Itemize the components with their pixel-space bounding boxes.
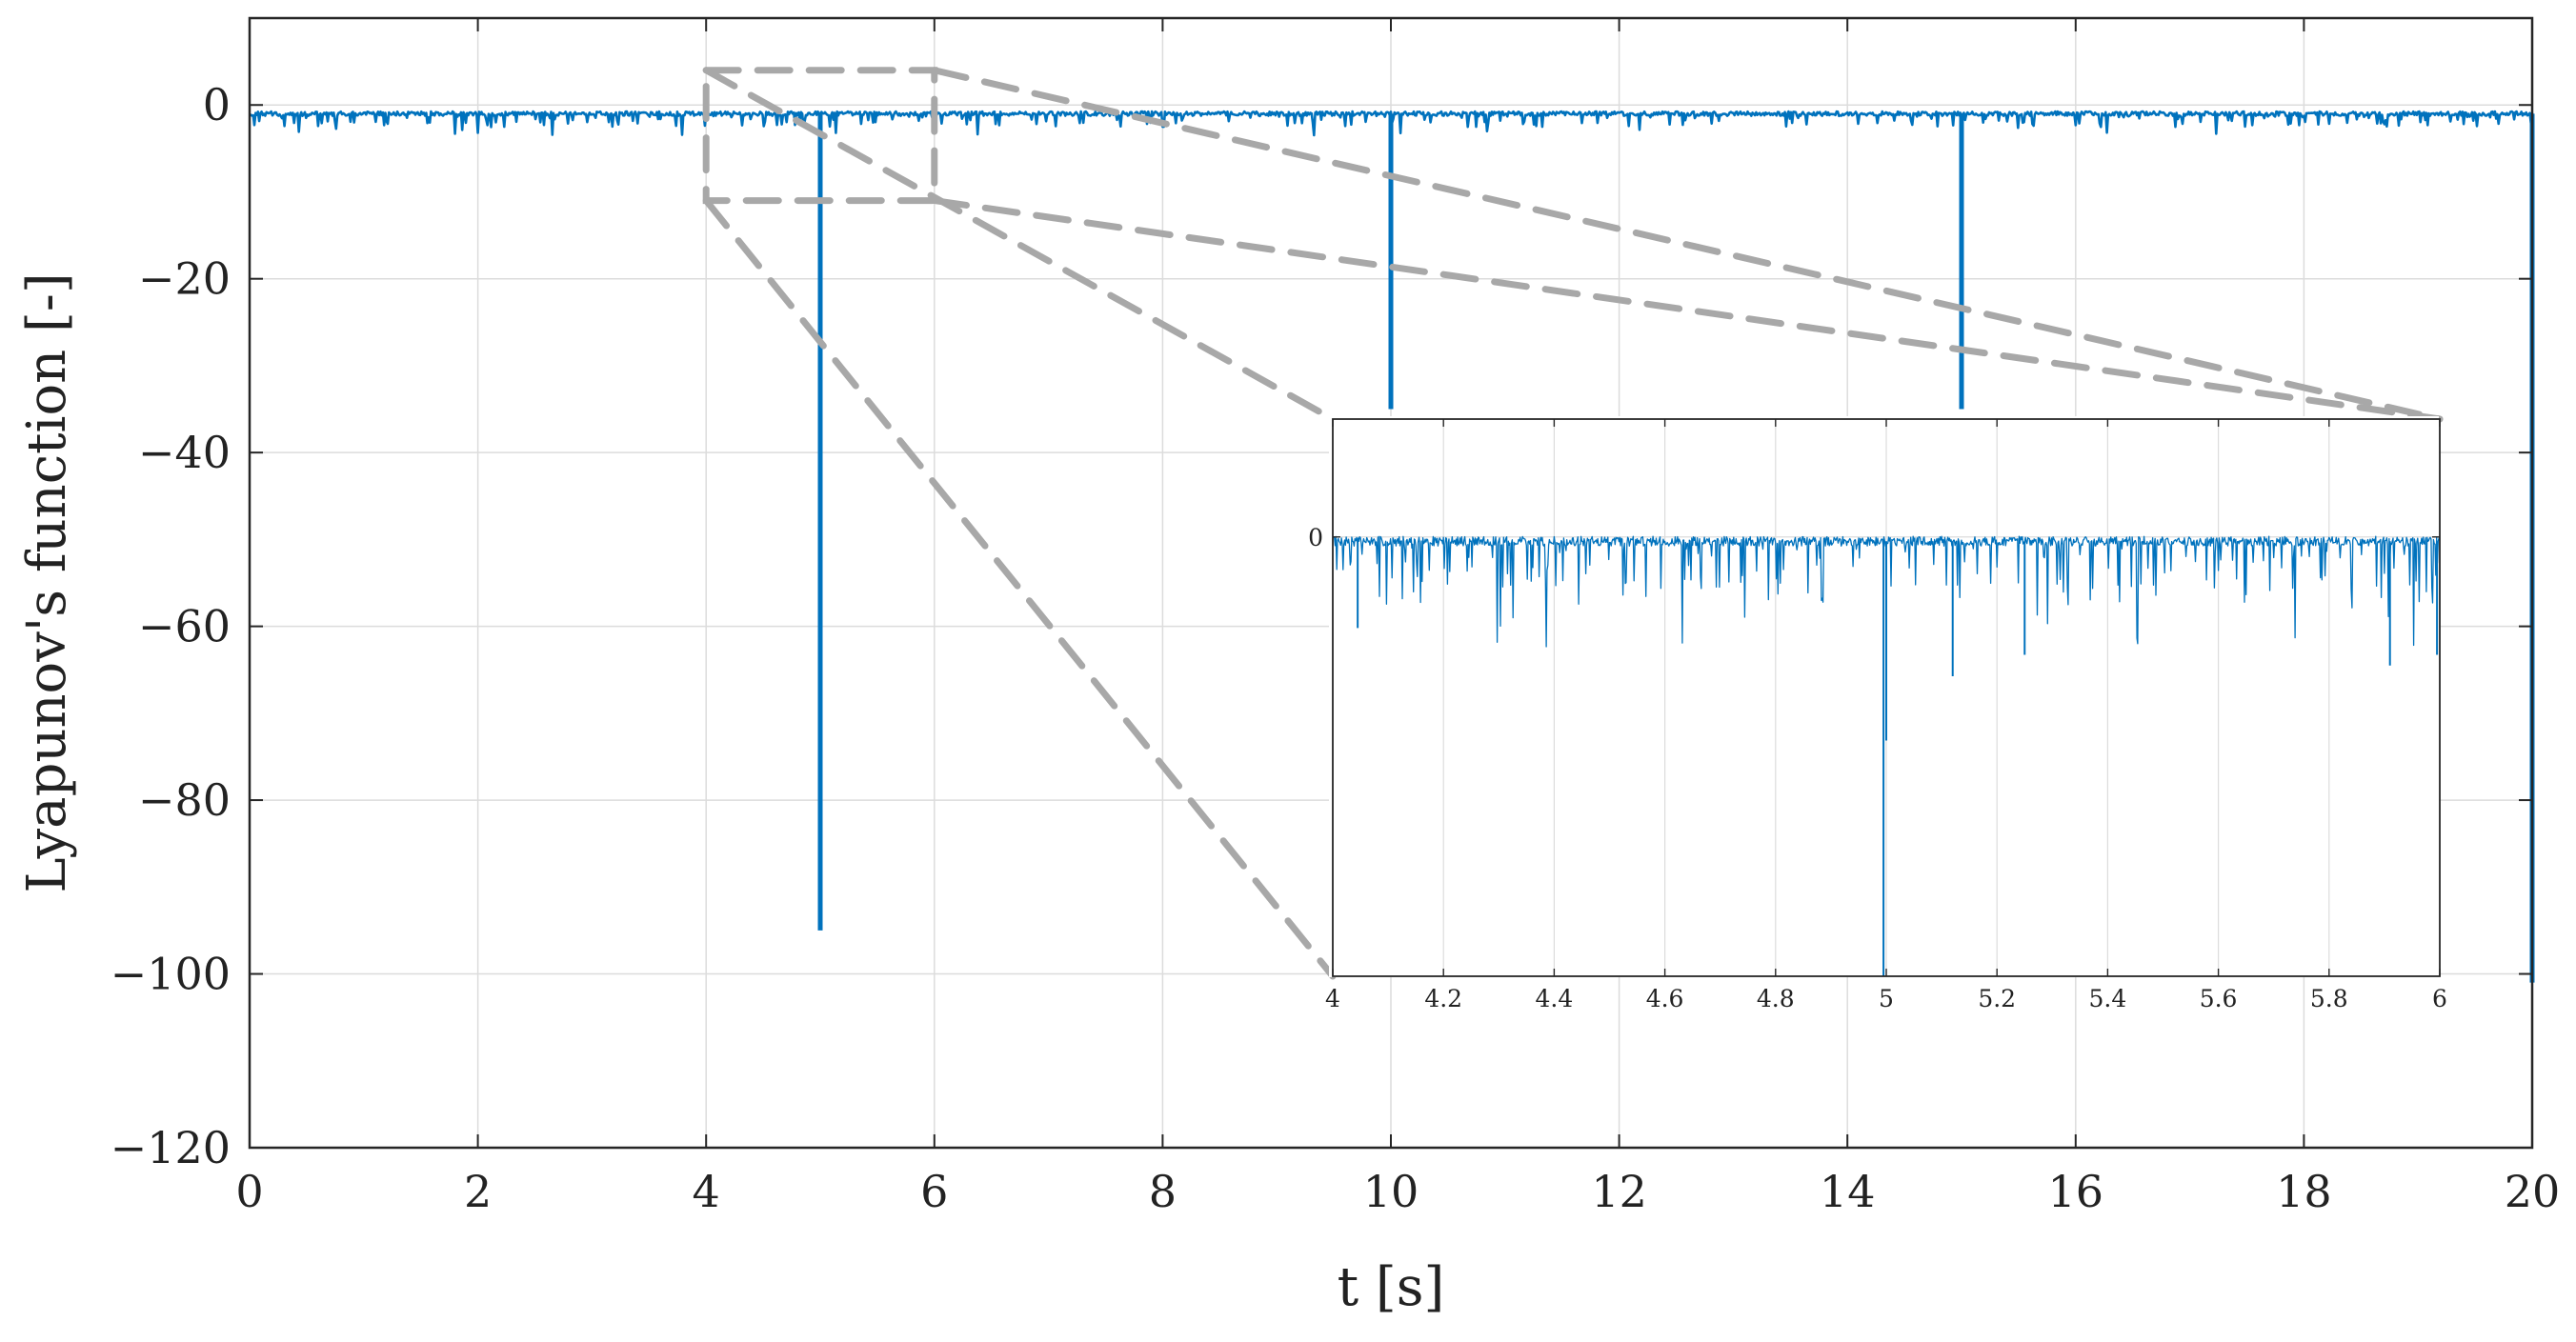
zoom-connector-line (931, 197, 2444, 423)
x-tick-label: 4 (1325, 985, 1340, 1012)
x-tick-label: 14 (1820, 1166, 1876, 1217)
x-tick-label: 18 (2276, 1166, 2332, 1217)
y-tick-label: −80 (138, 774, 231, 826)
inset-y-tick-labels: 0 (1308, 524, 1323, 551)
x-tick-label: 4.2 (1424, 985, 1462, 1012)
x-tick-label: 16 (2048, 1166, 2104, 1217)
y-tick-label: 0 (1308, 524, 1323, 551)
y-tick-label: −60 (138, 601, 231, 652)
x-tick-label: 5.8 (2310, 985, 2348, 1012)
x-tick-label: 4.8 (1757, 985, 1795, 1012)
y-tick-label: −20 (138, 253, 231, 305)
y-tick-label: −120 (111, 1122, 231, 1173)
x-tick-label: 2 (464, 1166, 492, 1217)
y-tick-label: −100 (111, 949, 231, 1000)
x-tick-label: 4 (693, 1166, 720, 1217)
x-tick-label: 20 (2505, 1166, 2561, 1217)
inset-chart: 4 4.2 4.4 4.6 4.8 5 5.2 5.4 5.6 5.8 6 0 (1308, 416, 2447, 1012)
zoom-connector-line (931, 67, 2444, 423)
zoom-connector-line (702, 197, 1337, 980)
main-tick-marks (249, 18, 2533, 1149)
zoom-connector-line (702, 67, 1337, 423)
x-tick-label: 4.6 (1646, 985, 1684, 1012)
x-tick-label: 4.4 (1536, 985, 1574, 1012)
x-axis-label: t [s] (1338, 1256, 1445, 1318)
main-x-tick-labels: 0 2 4 6 8 10 12 14 16 18 20 (235, 1166, 2560, 1217)
x-tick-label: 5.2 (1978, 985, 2016, 1012)
x-tick-label: 6 (2432, 985, 2447, 1012)
series-line (249, 110, 2534, 137)
zoom-region-box (702, 67, 938, 205)
x-tick-label: 8 (1149, 1166, 1177, 1217)
inset-x-tick-labels: 4 4.2 4.4 4.6 4.8 5 5.2 5.4 5.6 5.8 6 (1325, 985, 2447, 1012)
x-tick-label: 5.6 (2200, 985, 2238, 1012)
y-axis-label: Lyapunov's function [-] (16, 272, 78, 892)
main-y-tick-labels: 0 −20 −40 −60 −80 −100 −120 (111, 79, 231, 1173)
zoom-connector-lines (702, 67, 2444, 980)
inset-series (1332, 535, 2441, 976)
y-tick-label: 0 (203, 79, 231, 130)
x-tick-label: 6 (920, 1166, 948, 1217)
x-tick-label: 12 (1591, 1166, 1647, 1217)
x-tick-label: 5.4 (2089, 985, 2127, 1012)
x-tick-label: 10 (1363, 1166, 1419, 1217)
inset-tick-marks (1332, 419, 2441, 976)
x-tick-label: 5 (1879, 985, 1894, 1012)
x-tick-label: 0 (235, 1166, 263, 1217)
y-tick-label: −40 (138, 427, 231, 478)
